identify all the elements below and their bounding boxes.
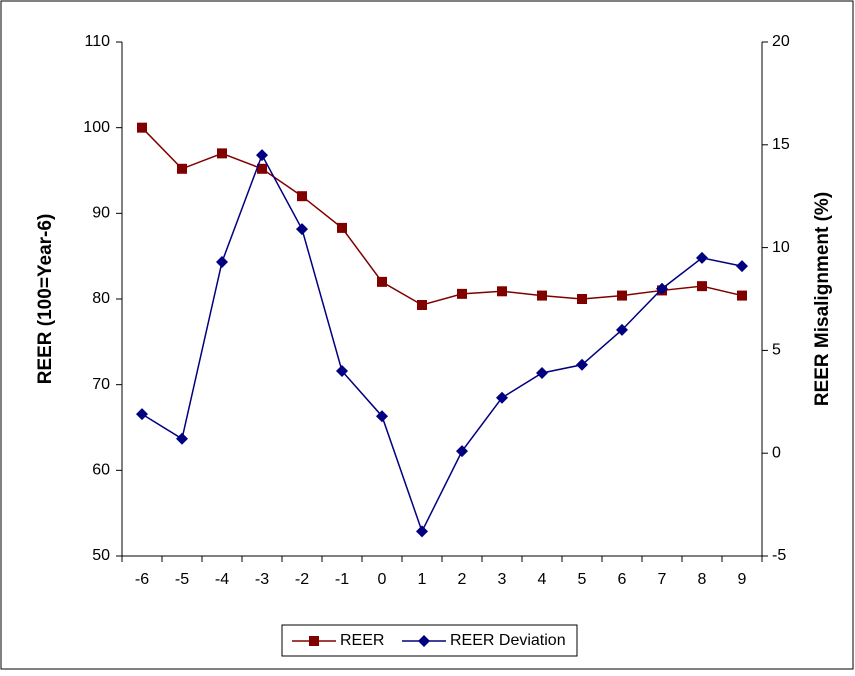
x-tick-label: 1 — [418, 571, 427, 588]
y-tick-label: 80 — [92, 290, 110, 307]
x-tick-label: -5 — [175, 571, 189, 588]
legend-label: REER — [340, 632, 384, 649]
point — [496, 391, 508, 404]
point — [697, 281, 707, 292]
y2-tick-label: 5 — [772, 342, 781, 359]
point — [617, 290, 627, 301]
y2-tick-label: 20 — [772, 33, 790, 50]
point — [696, 251, 708, 264]
point — [336, 364, 348, 377]
x-tick-label: 2 — [458, 571, 467, 588]
x-tick-label: 0 — [378, 571, 387, 588]
point — [376, 410, 388, 423]
point — [217, 148, 227, 159]
x-tick-label: -3 — [255, 571, 269, 588]
point — [137, 122, 147, 133]
point — [216, 255, 228, 268]
point — [136, 408, 148, 421]
y-tick-label: 90 — [92, 205, 110, 222]
point — [416, 525, 428, 538]
y-tick-label: 60 — [92, 462, 110, 479]
series-line — [141, 127, 743, 306]
y-tick-label: 110 — [84, 33, 110, 50]
y2-tick-label: 10 — [772, 239, 790, 256]
x-tick-label: 6 — [618, 571, 627, 588]
point — [337, 222, 347, 233]
x-tick-label: 4 — [538, 571, 547, 588]
point — [297, 191, 307, 202]
x-tick-label: -1 — [335, 571, 349, 588]
y2-axis-title: REER Misalignment (%) — [812, 192, 833, 406]
y2-tick-label: 15 — [772, 136, 790, 153]
point — [737, 290, 747, 301]
point — [536, 367, 548, 380]
legend-marker — [309, 636, 319, 646]
point — [257, 163, 267, 174]
point — [497, 286, 507, 297]
x-tick-label: 5 — [578, 571, 587, 588]
y-axis-title: REER (100=Year-6) — [35, 214, 56, 385]
x-tick-label: 3 — [498, 571, 507, 588]
y-tick-label: 50 — [92, 547, 110, 564]
point — [296, 223, 308, 236]
point — [457, 288, 467, 299]
x-tick-label: -2 — [295, 571, 309, 588]
point — [377, 276, 387, 287]
point — [176, 432, 188, 445]
point — [576, 358, 588, 371]
y-tick-label: 100 — [83, 119, 110, 136]
x-tick-label: 8 — [698, 571, 707, 588]
y-tick-label: 70 — [92, 376, 110, 393]
point — [616, 323, 628, 336]
point — [656, 282, 668, 295]
point — [417, 299, 427, 310]
y2-tick-label: -5 — [772, 547, 786, 564]
y2-tick-label: 0 — [772, 444, 781, 461]
point — [577, 294, 587, 304]
x-tick-label: -4 — [215, 571, 229, 588]
x-tick-label: 9 — [738, 571, 747, 588]
point — [256, 149, 268, 162]
legend-marker — [418, 635, 430, 647]
x-tick-label: 7 — [658, 571, 667, 588]
series-line — [141, 153, 743, 534]
point — [736, 260, 748, 273]
x-tick-label: -6 — [135, 571, 149, 588]
point — [456, 445, 468, 458]
legend-label: REER Deviation — [450, 632, 566, 649]
point — [537, 290, 547, 301]
point — [177, 163, 187, 174]
